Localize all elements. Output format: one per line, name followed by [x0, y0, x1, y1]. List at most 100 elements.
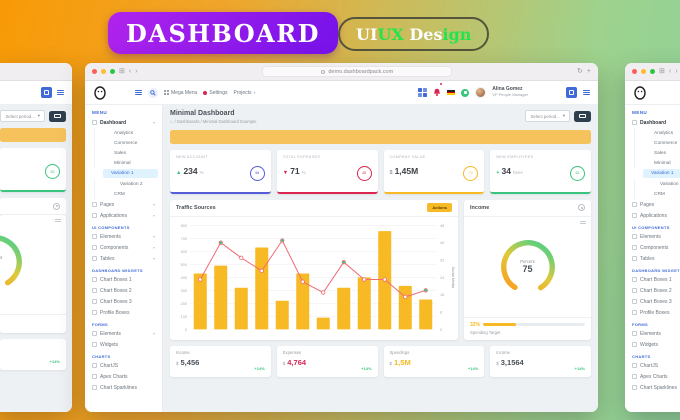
- sidebar-subitem-sales[interactable]: Sales: [94, 148, 162, 158]
- minimize-window-button[interactable]: [101, 69, 106, 74]
- sidebar-subitem-crm[interactable]: CRM: [94, 189, 162, 199]
- sidebar-item-elements[interactable]: Elements▾: [85, 231, 162, 242]
- sidebar-item-dashboard[interactable]: Dashboard▾: [85, 117, 162, 128]
- sidebar-item-chart-sparklines[interactable]: Chart Sparklines: [85, 382, 162, 393]
- traffic-bar[interactable]: [214, 265, 228, 329]
- gear-icon[interactable]: [578, 204, 585, 211]
- sidebar-item-widgets[interactable]: Widgets: [85, 339, 162, 350]
- close-window-button[interactable]: [92, 69, 97, 74]
- stat-label: Income: [176, 349, 190, 355]
- calendar-button[interactable]: [49, 110, 66, 122]
- sidebar-item-chart-boxes-3[interactable]: Chart Boxes 3: [625, 296, 680, 307]
- sidebar-subitem-analytics[interactable]: Analytics: [634, 128, 680, 138]
- drawer-toggle-icon[interactable]: [583, 89, 590, 96]
- back-button[interactable]: ‹: [668, 68, 672, 75]
- actions-button[interactable]: Actions: [427, 203, 452, 212]
- minimize-window-button[interactable]: [641, 69, 646, 74]
- chat-panel-button[interactable]: [41, 87, 52, 98]
- sidebar: MENU Dashboard▾AnalyticsCommerceSalesMini…: [625, 105, 680, 412]
- app-logo-icon[interactable]: [93, 85, 107, 100]
- sidebar-item-applications[interactable]: Applications▾: [85, 210, 162, 221]
- sidebar-item-apex-charts[interactable]: Apex Charts: [625, 371, 680, 382]
- sidebar-item-apex-charts[interactable]: Apex Charts: [85, 371, 162, 382]
- home-icon[interactable]: ⌂: [170, 118, 173, 124]
- sidebar-subitem-crm[interactable]: CRM: [634, 189, 680, 199]
- sidebar-subitem-commerce[interactable]: Commerce: [94, 138, 162, 148]
- sidebar-item-profile-boxes[interactable]: Profile Boxes: [625, 307, 680, 318]
- back-button[interactable]: ‹: [128, 68, 132, 75]
- sidebar-item-chart-boxes-2[interactable]: Chart Boxes 2: [85, 285, 162, 296]
- traffic-bar[interactable]: [337, 287, 351, 329]
- sidebar-item-components[interactable]: Components▾: [85, 242, 162, 253]
- apps-grid-icon[interactable]: [418, 88, 428, 97]
- zoom-window-button[interactable]: [650, 69, 655, 74]
- traffic-bar[interactable]: [357, 276, 371, 329]
- sidebar-item-chartjs[interactable]: ChartJS: [85, 360, 162, 371]
- zoom-window-button[interactable]: [110, 69, 115, 74]
- sidebar-subitem-variation-1[interactable]: Variation 1: [643, 169, 680, 178]
- sidebar-item-pages[interactable]: Pages▾: [625, 199, 680, 210]
- sidebar-item-chart-boxes-1[interactable]: Chart Boxes 1: [85, 274, 162, 285]
- drawer-toggle-icon[interactable]: [57, 89, 64, 96]
- tab-overview-icon[interactable]: ⊞: [119, 68, 125, 75]
- sidebar-item-chart-sparklines[interactable]: Chart Sparklines: [625, 382, 680, 393]
- sidebar-item-tables[interactable]: Tables▾: [85, 253, 162, 264]
- sidebar-toggle-icon[interactable]: [135, 89, 142, 96]
- sidebar-subitem-variation-2[interactable]: Variation 2: [94, 179, 162, 189]
- new-tab-button[interactable]: +: [586, 68, 591, 75]
- language-flag-icon[interactable]: [447, 90, 456, 95]
- sidebar-item-profile-boxes[interactable]: Profile Boxes: [85, 307, 162, 318]
- gear-icon[interactable]: [53, 202, 60, 210]
- sidebar-subitem-minimal[interactable]: Minimal: [634, 158, 680, 168]
- sidebar-item-chartjs[interactable]: ChartJS: [625, 360, 680, 371]
- sidebar-item-components[interactable]: Components▾: [625, 242, 680, 253]
- sidebar-subitem-sales[interactable]: Sales: [634, 148, 680, 158]
- sidebar-subitem-analytics[interactable]: Analytics: [94, 128, 162, 138]
- sidebar-subitem-variation-2[interactable]: Variation 2: [634, 179, 680, 189]
- calendar-button[interactable]: [574, 110, 591, 122]
- sidebar-subitem-minimal[interactable]: Minimal: [94, 158, 162, 168]
- card-menu-icon[interactable]: [55, 219, 61, 222]
- sidebar-item-chart-boxes-2[interactable]: Chart Boxes 2: [625, 285, 680, 296]
- sidebar-item-pages[interactable]: Pages▾: [85, 199, 162, 210]
- avatar[interactable]: [475, 87, 487, 98]
- app-logo-icon[interactable]: [633, 85, 647, 100]
- search-button[interactable]: [148, 87, 158, 98]
- card-menu-icon[interactable]: [580, 220, 586, 224]
- projects-menu-item[interactable]: Projects ▾: [233, 90, 255, 96]
- sidebar-item-elements[interactable]: Elements▾: [625, 328, 680, 339]
- sidebar-subitem-variation-1[interactable]: Variation 1: [103, 169, 158, 178]
- sidebar-subitem-commerce[interactable]: Commerce: [634, 138, 680, 148]
- traffic-bar[interactable]: [398, 285, 412, 329]
- traffic-bar[interactable]: [419, 298, 433, 329]
- sidebar-item-chart-boxes-1[interactable]: Chart Boxes 1: [625, 274, 680, 285]
- line-point-highlight: [280, 238, 284, 242]
- settings-menu-item[interactable]: Settings: [203, 90, 227, 96]
- traffic-bar[interactable]: [234, 287, 248, 329]
- sidebar-item-dashboard[interactable]: Dashboard▾: [625, 117, 680, 128]
- sidebar-item-elements[interactable]: Elements▾: [625, 231, 680, 242]
- sidebar-item-applications[interactable]: Applications▾: [625, 210, 680, 221]
- traffic-bar[interactable]: [255, 246, 269, 329]
- mega-menu-item[interactable]: Mega Menu: [164, 90, 197, 96]
- period-select[interactable]: Select period... ▾: [525, 110, 570, 122]
- traffic-bar[interactable]: [316, 317, 330, 329]
- tab-overview-icon[interactable]: ⊞: [659, 68, 665, 75]
- period-select[interactable]: Select period... ▾: [0, 110, 45, 122]
- close-window-button[interactable]: [632, 69, 637, 74]
- messages-icon[interactable]: [461, 88, 470, 97]
- forward-button[interactable]: ›: [675, 68, 678, 75]
- sidebar-item-widgets[interactable]: Widgets: [625, 339, 680, 350]
- sidebar-item-elements[interactable]: Elements▾: [85, 328, 162, 339]
- forward-button[interactable]: ›: [135, 68, 138, 75]
- traffic-bar[interactable]: [275, 300, 289, 329]
- reload-button[interactable]: ↻: [577, 68, 583, 75]
- sidebar-item-chart-boxes-3[interactable]: Chart Boxes 3: [85, 296, 162, 307]
- notifications-button[interactable]: [433, 82, 443, 102]
- address-bar[interactable]: demo.dashboardpack.com: [262, 66, 453, 77]
- sidebar-item-tables[interactable]: Tables▾: [625, 253, 680, 264]
- traffic-bar[interactable]: [193, 272, 207, 329]
- traffic-bar[interactable]: [296, 272, 310, 329]
- chat-panel-button[interactable]: [566, 87, 577, 98]
